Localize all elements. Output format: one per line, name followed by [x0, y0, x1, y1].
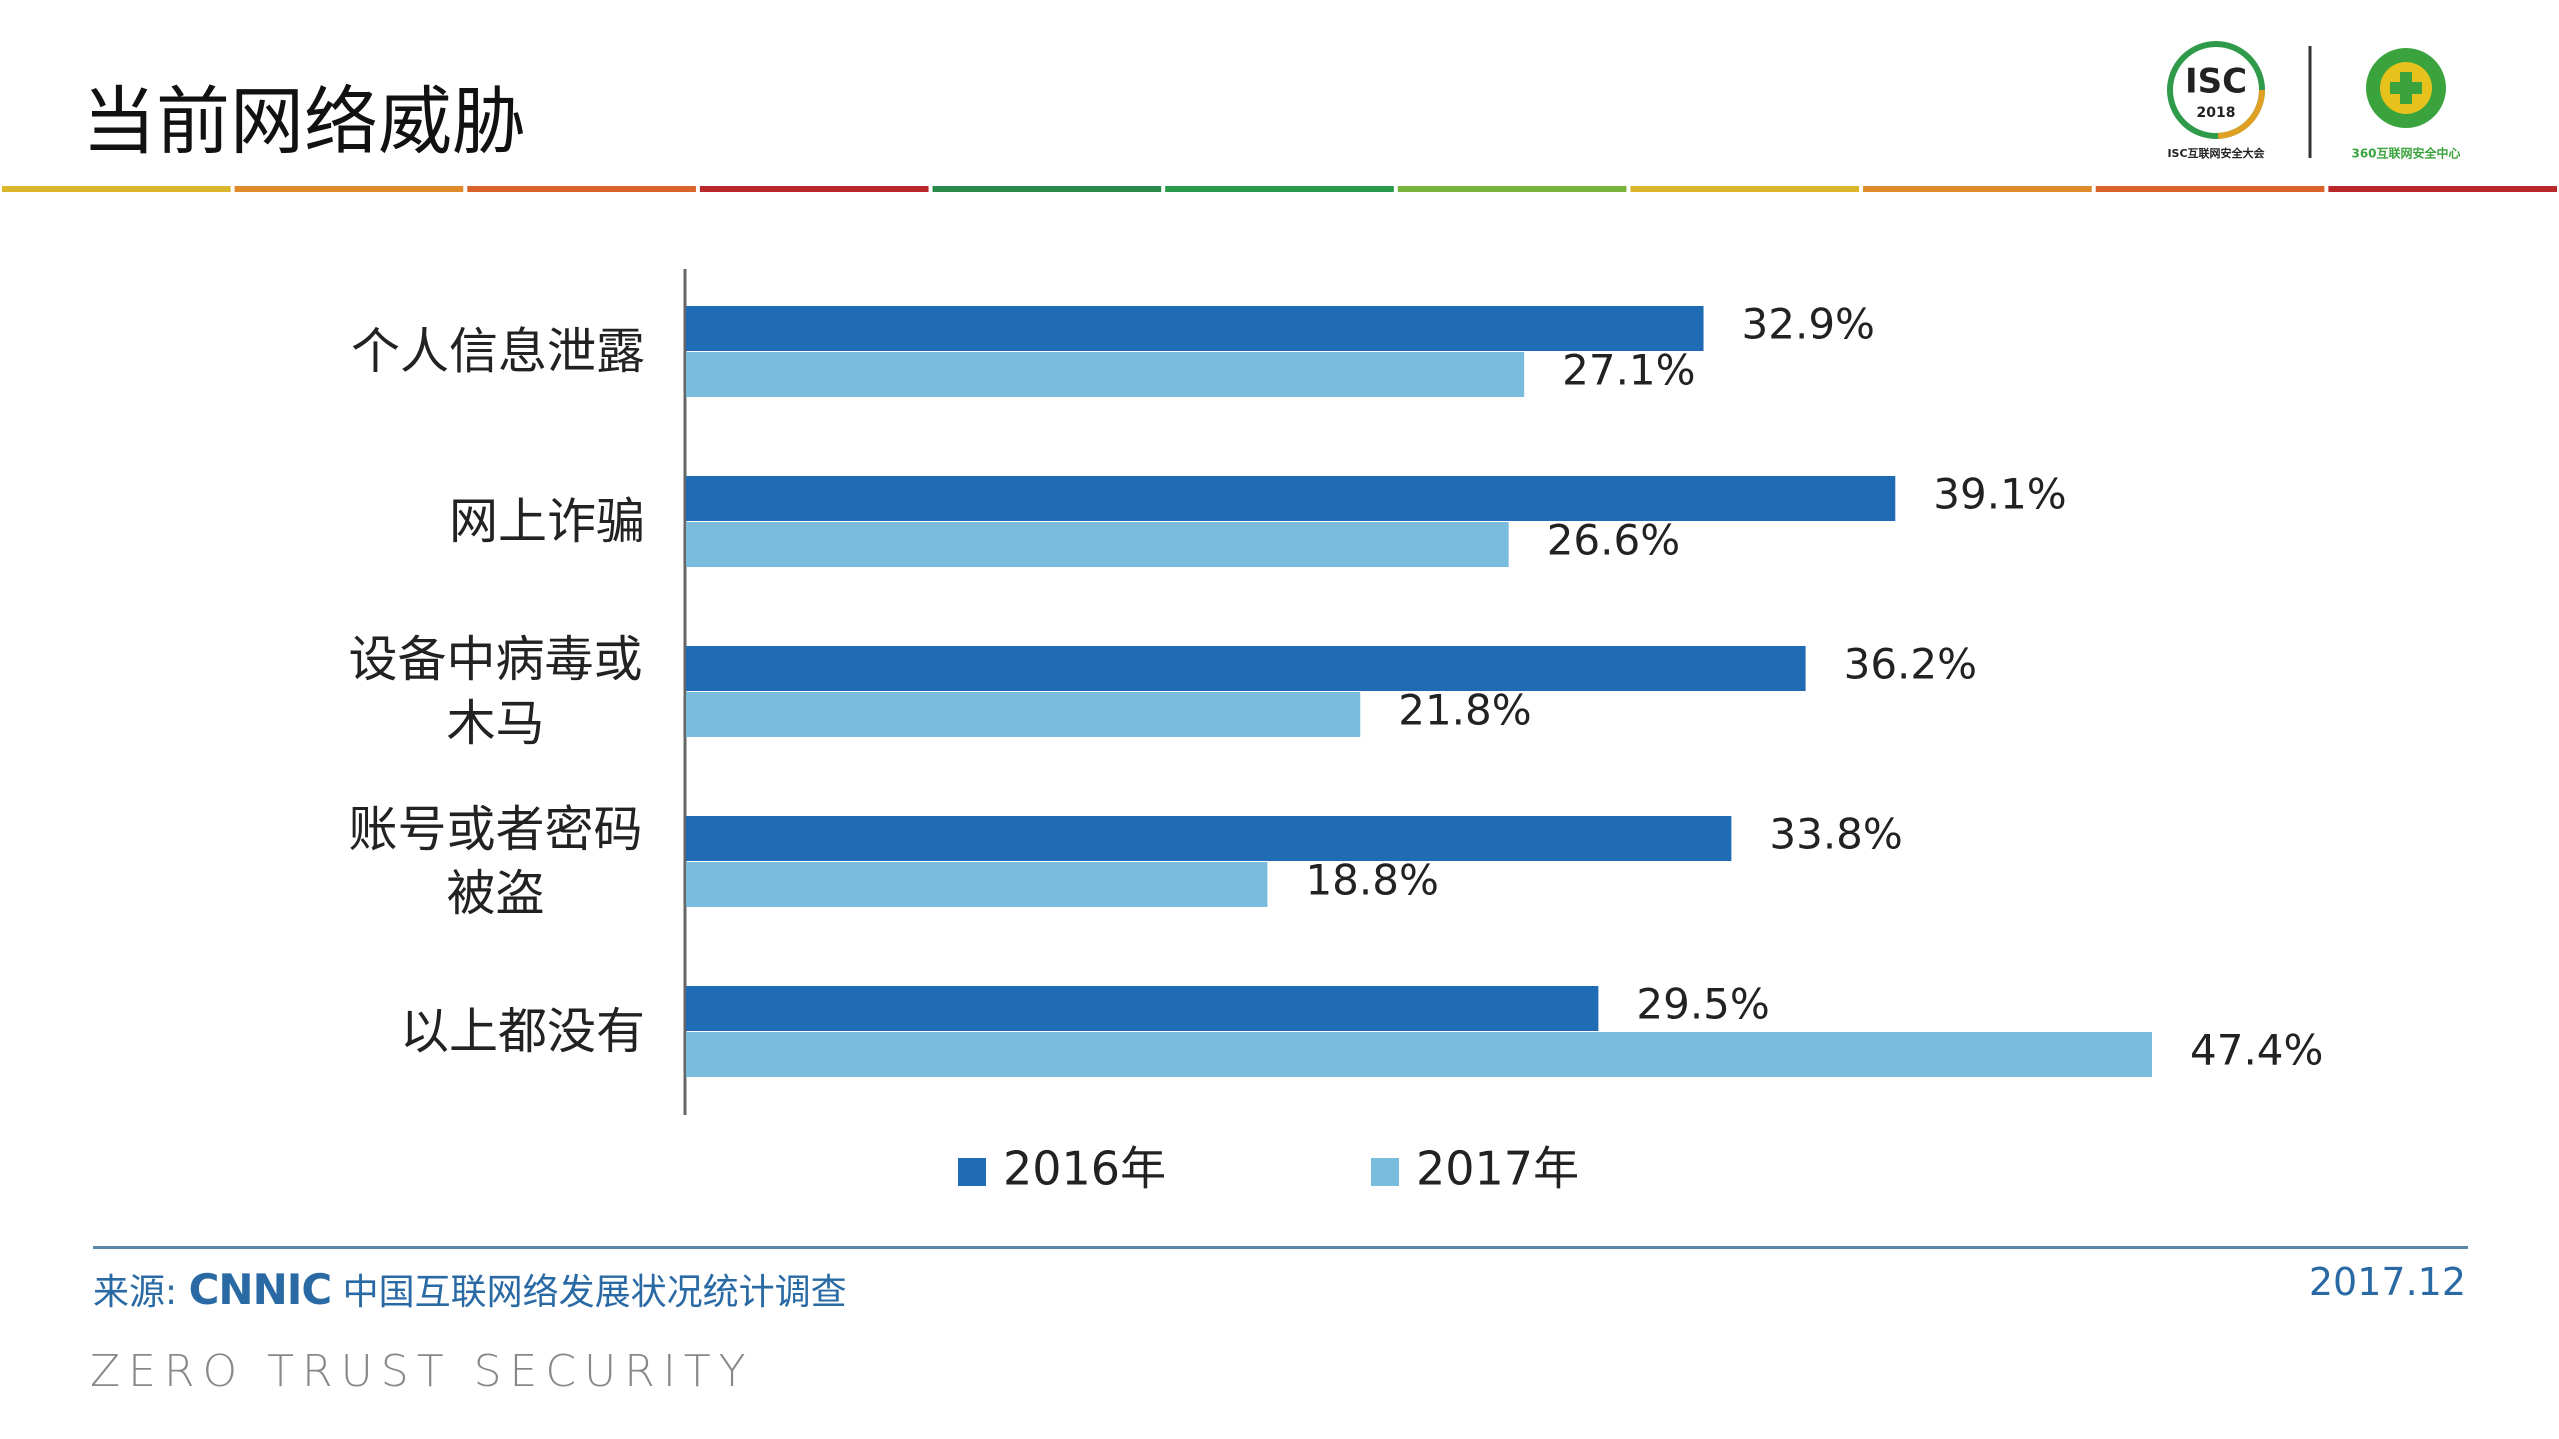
- footer-rule: [93, 1246, 2468, 1249]
- bar: [686, 692, 1361, 737]
- source-org: CNNIC: [188, 1265, 333, 1314]
- rule-segment: [699, 186, 929, 192]
- logo-360-cross: [2390, 72, 2422, 104]
- source-name: 中国互联网络发展状况统计调查: [342, 1272, 847, 1313]
- rule-segment: [932, 186, 1162, 192]
- rule-segment: [2328, 186, 2557, 192]
- logo-360-caption: 360互联网安全中心: [2351, 146, 2460, 161]
- value-label: 32.9%: [1742, 300, 1875, 349]
- header-rule: [2, 186, 2557, 192]
- rule-segment: [2095, 186, 2325, 192]
- category-label-box: 网上诈骗: [449, 452, 645, 592]
- bar: [686, 522, 1509, 567]
- value-label: 21.8%: [1398, 686, 1531, 735]
- category-label-box: 个人信息泄露: [351, 282, 645, 422]
- value-label: 26.6%: [1547, 516, 1680, 565]
- logos: ISC 2018 ISC互联网安全大会 360互联网安全中心: [2167, 41, 2461, 161]
- legend-label: 2016年: [1003, 1142, 1166, 1196]
- value-label: 33.8%: [1769, 810, 1902, 859]
- value-label: 47.4%: [2190, 1026, 2323, 1075]
- category-label: 以上都没有: [399, 1003, 645, 1060]
- bar: [686, 816, 1732, 861]
- legend-swatch: [1371, 1158, 1399, 1186]
- rule-segment: [1165, 186, 1394, 192]
- bar: [686, 862, 1268, 907]
- category-label: 设备中病毒或木马: [348, 631, 643, 752]
- value-label: 39.1%: [1933, 470, 2066, 519]
- bar: [686, 986, 1599, 1031]
- value-label: 36.2%: [1844, 640, 1977, 689]
- value-label: 27.1%: [1562, 346, 1695, 395]
- source-prefix: 来源:: [93, 1272, 178, 1313]
- isc-logo-text: ISC: [2185, 62, 2247, 102]
- bar: [686, 1032, 2152, 1077]
- slide-title: 当前网络威胁: [82, 79, 526, 165]
- category-label-box: 账号或者密码被盗: [346, 792, 645, 932]
- isc-logo-caption: ISC互联网安全大会: [2167, 146, 2265, 160]
- rule-segment: [1863, 186, 2092, 192]
- legend-label: 2017年: [1416, 1142, 1579, 1196]
- rule-segment: [2, 186, 231, 192]
- category-label: 账号或者密码被盗: [348, 801, 643, 922]
- isc-logo-accent: [2167, 41, 2265, 139]
- rule-segment: [1397, 186, 1627, 192]
- value-label: 18.8%: [1305, 856, 1438, 905]
- value-label: 29.5%: [1636, 980, 1769, 1029]
- rule-segment: [234, 186, 464, 192]
- category-label: 网上诈骗: [448, 493, 645, 550]
- chart: 32.9% 27.1% 39.1% 26.6% 36.2% 21.8% 33.8% 18.8%…: [683, 269, 2323, 1196]
- rule-segment: [467, 186, 696, 192]
- category-label: 个人信息泄露: [350, 323, 645, 380]
- category-label-box: 设备中病毒或木马: [346, 622, 645, 762]
- source-date: 2017.12: [2308, 1260, 2466, 1304]
- isc-logo-year: 2018: [2197, 105, 2236, 121]
- bar: [686, 352, 1525, 397]
- rule-segment: [1630, 186, 1860, 192]
- source: 来源: CNNIC 中国互联网络发展状况统计调查: [93, 1263, 847, 1315]
- bar: [686, 646, 1806, 691]
- category-label-box: 以上都没有: [400, 962, 645, 1102]
- tagline: ZERO TRUST SECURITY: [90, 1346, 754, 1397]
- bar: [686, 306, 1704, 351]
- legend-swatch: [958, 1158, 986, 1186]
- bar: [686, 476, 1896, 521]
